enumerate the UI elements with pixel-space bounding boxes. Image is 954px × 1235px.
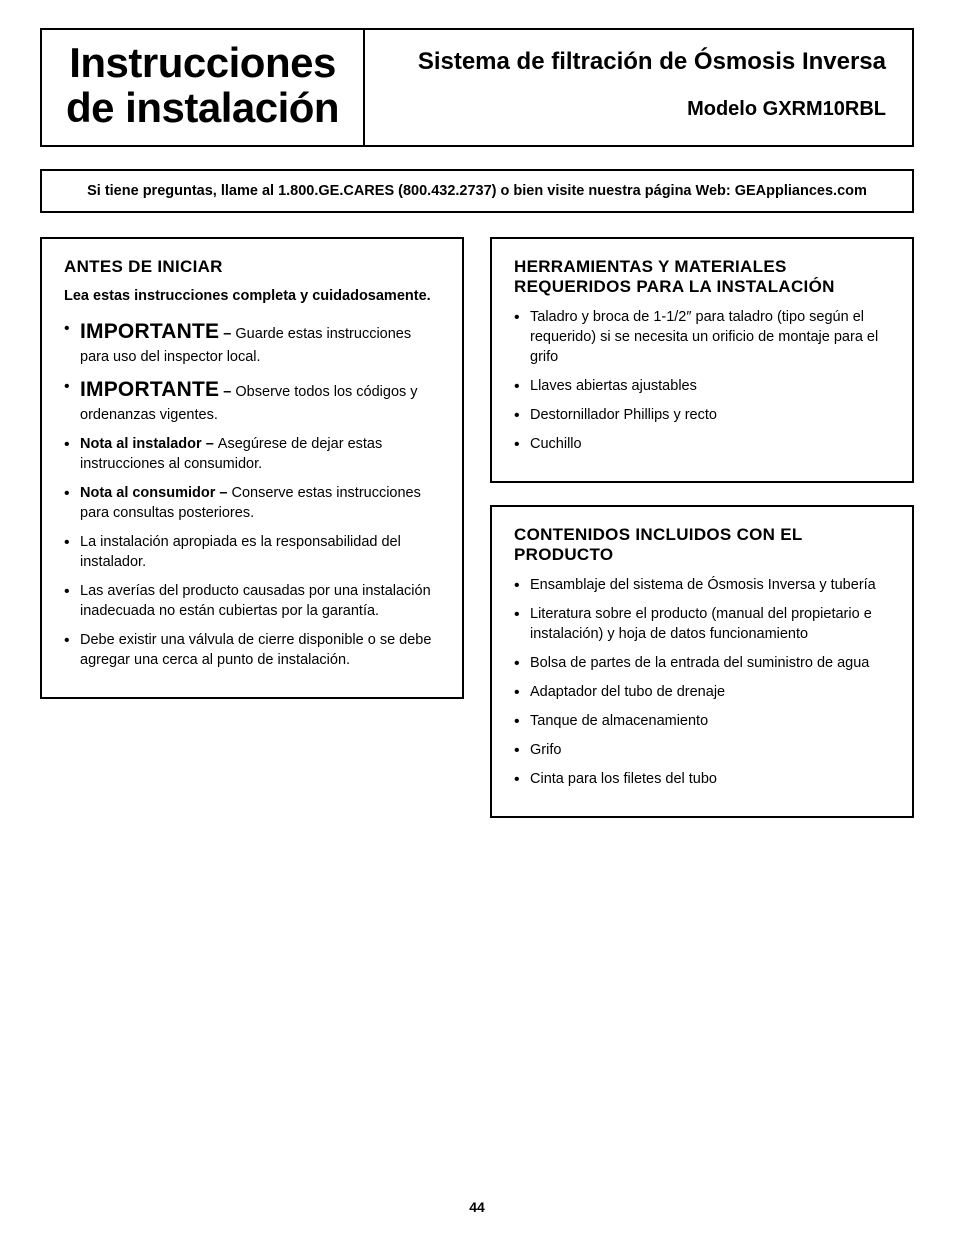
- list-item: Tanque de almacenamiento: [514, 711, 890, 731]
- list-item: IMPORTANTE – Observe todos los códigos y…: [64, 376, 440, 425]
- item-text: Cuchillo: [530, 436, 582, 452]
- page-number: 44: [0, 1199, 954, 1215]
- list-item: Cuchillo: [514, 434, 890, 454]
- item-text: La instalación apropiada es la responsab…: [80, 534, 401, 570]
- before-start-heading: ANTES DE INICIAR: [64, 257, 440, 277]
- item-text: Tanque de almacenamiento: [530, 713, 708, 729]
- list-item: Llaves abiertas ajustables: [514, 376, 890, 396]
- header-row: Instrucciones de instalación Sistema de …: [40, 28, 914, 147]
- item-text: Ensamblaje del sistema de Ósmosis Invers…: [530, 577, 876, 593]
- contact-banner-text: Si tiene preguntas, llame al 1.800.GE.CA…: [87, 183, 867, 199]
- item-text: Adaptador del tubo de drenaje: [530, 684, 725, 700]
- list-item: Nota al consumidor – Conserve estas inst…: [64, 483, 440, 523]
- tools-heading: HERRAMIENTAS Y MATERIALES REQUERIDOS PAR…: [514, 257, 890, 297]
- item-text: Destornillador Phillips y recto: [530, 407, 717, 423]
- list-item: La instalación apropiada es la responsab…: [64, 532, 440, 572]
- title-line-2: de instalación: [66, 85, 339, 130]
- list-item: Nota al instalador – Asegúrese de dejar …: [64, 434, 440, 474]
- tools-box: HERRAMIENTAS Y MATERIALES REQUERIDOS PAR…: [490, 237, 914, 483]
- before-start-list: IMPORTANTE – Guarde estas instrucciones …: [64, 318, 440, 670]
- importante-label: IMPORTANTE: [80, 320, 219, 343]
- model-value: GXRM10RBL: [763, 98, 886, 120]
- title-line-1: Instrucciones: [66, 40, 339, 85]
- tools-list: Taladro y broca de 1-1/2″ para taladro (…: [514, 307, 890, 454]
- list-item: Destornillador Phillips y recto: [514, 405, 890, 425]
- contact-banner: Si tiene preguntas, llame al 1.800.GE.CA…: [40, 169, 914, 213]
- contents-list: Ensamblaje del sistema de Ósmosis Invers…: [514, 575, 890, 789]
- list-item: Grifo: [514, 740, 890, 760]
- item-text: Debe existir una válvula de cierre dispo…: [80, 632, 431, 668]
- left-column: ANTES DE INICIAR Lea estas instrucciones…: [40, 237, 464, 722]
- list-item: Debe existir una válvula de cierre dispo…: [64, 630, 440, 670]
- contents-heading: CONTENIDOS INCLUIDOS CON EL PRODUCTO: [514, 525, 890, 565]
- bold-prefix: Nota al instalador –: [80, 436, 218, 452]
- item-text: Literatura sobre el producto (manual del…: [530, 606, 872, 642]
- header-title-box: Instrucciones de instalación: [40, 28, 365, 147]
- model-label: Modelo: [687, 98, 757, 120]
- sep: –: [219, 384, 235, 400]
- before-start-box: ANTES DE INICIAR Lea estas instrucciones…: [40, 237, 464, 700]
- list-item: Adaptador del tubo de drenaje: [514, 682, 890, 702]
- list-item: Cinta para los filetes del tubo: [514, 769, 890, 789]
- item-text: Taladro y broca de 1-1/2″ para taladro (…: [530, 309, 878, 365]
- list-item: Literatura sobre el producto (manual del…: [514, 604, 890, 644]
- item-text: Grifo: [530, 742, 561, 758]
- right-column: HERRAMIENTAS Y MATERIALES REQUERIDOS PAR…: [490, 237, 914, 840]
- item-text: Cinta para los filetes del tubo: [530, 771, 717, 787]
- list-item: Taladro y broca de 1-1/2″ para taladro (…: [514, 307, 890, 367]
- item-text: Las averías del producto causadas por un…: [80, 583, 431, 619]
- before-start-lead: Lea estas instrucciones completa y cuida…: [64, 287, 440, 307]
- contents-box: CONTENIDOS INCLUIDOS CON EL PRODUCTO Ens…: [490, 505, 914, 818]
- product-subtitle: Sistema de filtración de Ósmosis Inversa: [391, 48, 886, 76]
- bold-prefix: Nota al consumidor –: [80, 485, 231, 501]
- list-item: Las averías del producto causadas por un…: [64, 581, 440, 621]
- columns: ANTES DE INICIAR Lea estas instrucciones…: [40, 237, 914, 840]
- list-item: Ensamblaje del sistema de Ósmosis Invers…: [514, 575, 890, 595]
- list-item: Bolsa de partes de la entrada del sumini…: [514, 653, 890, 673]
- header-subtitle-box: Sistema de filtración de Ósmosis Inversa…: [365, 28, 914, 147]
- importante-label: IMPORTANTE: [80, 378, 219, 401]
- list-item: IMPORTANTE – Guarde estas instrucciones …: [64, 318, 440, 367]
- page: Instrucciones de instalación Sistema de …: [0, 0, 954, 1235]
- item-text: Bolsa de partes de la entrada del sumini…: [530, 655, 869, 671]
- model-line: Modelo GXRM10RBL: [391, 98, 886, 121]
- sep: –: [219, 326, 235, 342]
- item-text: Llaves abiertas ajustables: [530, 378, 697, 394]
